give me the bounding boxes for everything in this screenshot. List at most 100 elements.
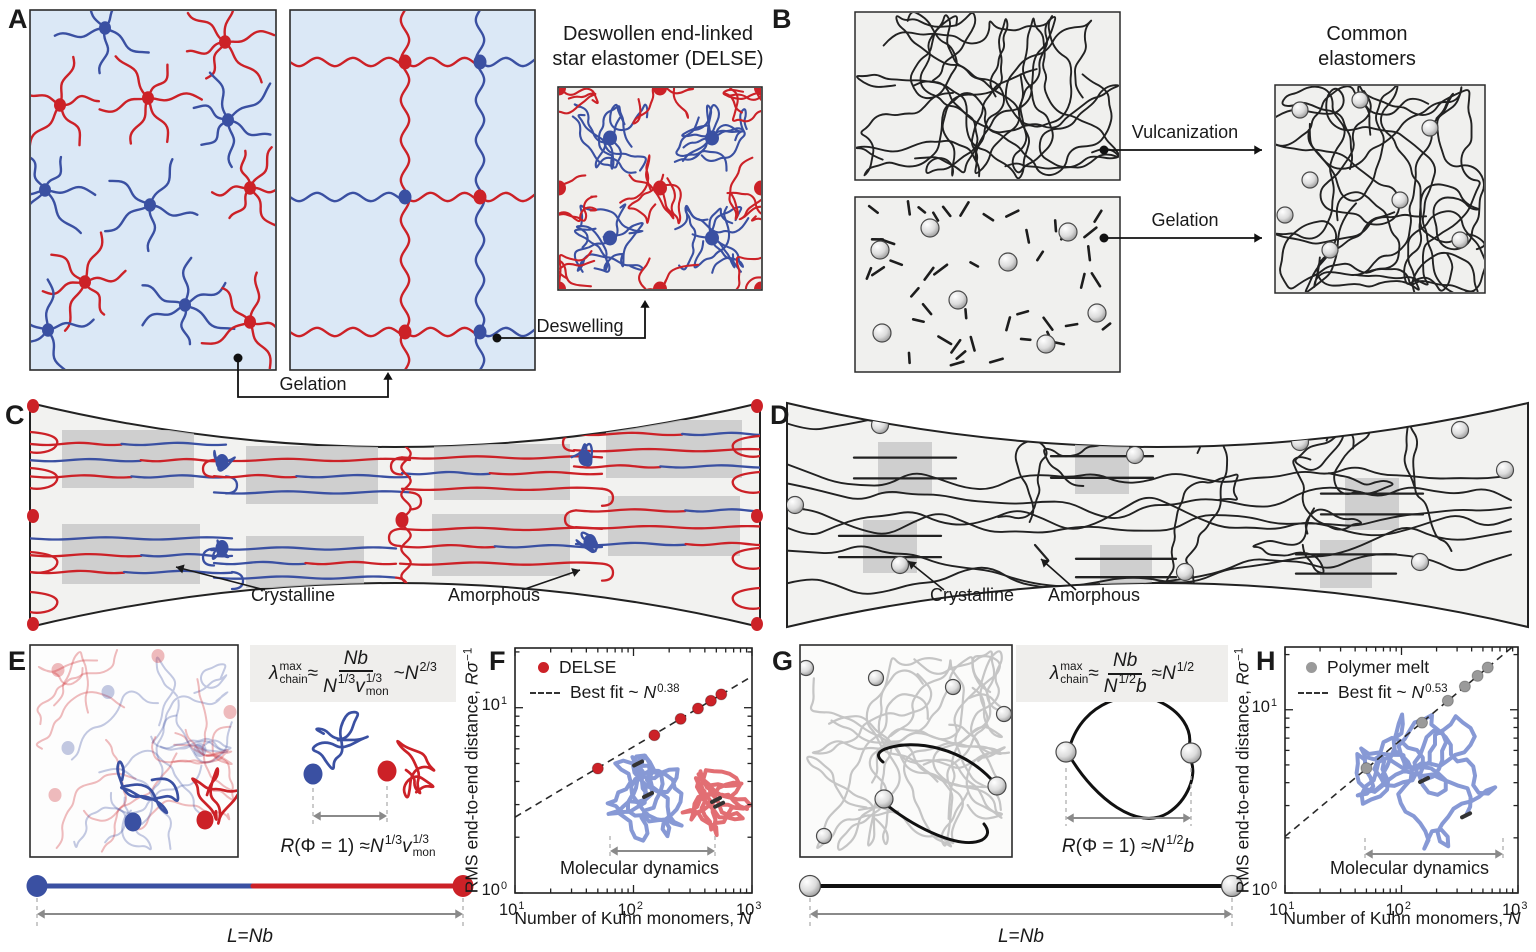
data-point bbox=[1481, 661, 1494, 674]
r-phi-formula-melt: R (Φ = 1) ≈ N 1/2 b bbox=[1061, 833, 1195, 857]
h-legend-series-label: Polymer melt bbox=[1327, 657, 1430, 677]
tick-label: 102 bbox=[617, 900, 643, 919]
panel-h-letter: H bbox=[1256, 646, 1276, 676]
end-linked-network bbox=[291, 11, 534, 369]
data-point bbox=[1458, 680, 1471, 693]
panel-g-illustration bbox=[798, 644, 1244, 928]
panel-f-letter: F bbox=[489, 646, 506, 676]
r-phi-formula-delse: R (Φ = 1) ≈ N 1/3 v 1/3 mon bbox=[280, 833, 436, 859]
h-legend-fit-row: Best fit ~ N0.53 bbox=[1298, 680, 1448, 705]
data-point bbox=[591, 762, 604, 775]
melt-chain-sketch bbox=[1055, 694, 1202, 826]
gelation-label-a: Gelation bbox=[279, 374, 347, 394]
f-legend-series-row: DELSE bbox=[530, 655, 680, 680]
panel-e-letter: E bbox=[8, 646, 27, 676]
panel-a-letter: A bbox=[8, 4, 28, 34]
chart-h-content bbox=[1285, 647, 1514, 861]
data-point bbox=[691, 702, 704, 715]
f-legend-fit-row: Best fit ~ N0.38 bbox=[530, 680, 680, 705]
melt-stretched-chain bbox=[798, 874, 1244, 928]
f-legend: DELSE Best fit ~ N0.38 bbox=[530, 655, 680, 706]
common-elastomer-network bbox=[1276, 86, 1484, 292]
delse-title-line2: star elastomer (DELSE) bbox=[552, 48, 764, 70]
tick-label: 101 bbox=[1251, 696, 1277, 716]
common-elastomers-title: Common elastomers bbox=[1277, 22, 1457, 72]
chart-f bbox=[514, 647, 753, 894]
common-elastomers-line2: elastomers bbox=[1318, 48, 1416, 70]
data-point bbox=[1360, 762, 1373, 775]
fraction: Nb N 1/2 b bbox=[1103, 649, 1147, 697]
h-yaxis-label: RMS end-to-end distance, Rσ−1 bbox=[1232, 647, 1253, 894]
best-fit-line-icon-h bbox=[1298, 692, 1328, 695]
amorphous-label-d: Amorphous bbox=[1047, 585, 1141, 605]
panel-d-pointer-arrows bbox=[907, 558, 1077, 591]
crystalline-label-c: Crystalline bbox=[250, 585, 336, 605]
data-point bbox=[1471, 669, 1484, 682]
chart-f-content bbox=[515, 675, 752, 858]
gelation-arrow-b bbox=[1099, 233, 1262, 243]
tick-label: 101 bbox=[1269, 900, 1295, 919]
data-point bbox=[704, 694, 717, 707]
vulcanization-arrow bbox=[1099, 145, 1262, 155]
best-fit-line-icon-f bbox=[530, 692, 560, 695]
delse-stretched-chain bbox=[26, 875, 474, 928]
gelation-arrow bbox=[233, 353, 393, 398]
amorphous-label-c: Amorphous bbox=[447, 585, 541, 605]
panel-b-illustration bbox=[854, 11, 1486, 373]
panel-c-specimen-content bbox=[30, 404, 760, 626]
h-legend-fit-label: Best fit ~ N0.53 bbox=[1338, 682, 1448, 703]
h-xaxis-label: Number of Kuhn monomers, N bbox=[1283, 908, 1521, 928]
delse-title: Deswollen end-linked star elastomer (DEL… bbox=[545, 22, 771, 72]
data-point bbox=[1441, 694, 1454, 707]
panel-g-letter: G bbox=[772, 646, 794, 676]
f-legend-series-label: DELSE bbox=[559, 657, 617, 677]
common-elastomers-line1: Common bbox=[1326, 23, 1408, 45]
tick-label: 103 bbox=[736, 900, 762, 919]
deswelling-arrow bbox=[492, 300, 650, 343]
f-yaxis-label: RMS end-to-end distance, Rσ−1 bbox=[461, 647, 482, 894]
melt-network-faded bbox=[801, 650, 1011, 851]
tick-label: 103 bbox=[1502, 900, 1528, 919]
tick-label: 101 bbox=[481, 694, 507, 714]
delse-marker-icon bbox=[538, 662, 549, 674]
data-point bbox=[648, 729, 661, 742]
fraction: Nb N 1/3 v 1/3 mon bbox=[323, 647, 389, 699]
gelation-label-b: Gelation bbox=[1151, 210, 1219, 230]
panel-e-illustration bbox=[26, 644, 474, 928]
panel-b-letter: B bbox=[772, 4, 792, 34]
star-polymer-solution bbox=[31, 11, 275, 369]
monomer-solution bbox=[865, 200, 1112, 367]
delse-chain-sketch bbox=[303, 710, 436, 824]
tick-label: 101 bbox=[499, 900, 525, 919]
delse-melt-faded bbox=[35, 649, 237, 853]
tick-label: 102 bbox=[1385, 900, 1411, 919]
data-point bbox=[674, 712, 687, 725]
tick-label: 100 bbox=[481, 880, 507, 899]
deswelling-label: Deswelling bbox=[536, 316, 624, 336]
panel-c-letter: C bbox=[5, 400, 25, 430]
crystalline-label-d: Crystalline bbox=[929, 585, 1015, 605]
data-point bbox=[1416, 716, 1429, 729]
lambda-max-formula-delse: λ max chain ≈ Nb N 1/3 v 1/3 mon ~ N 2/3 bbox=[250, 645, 456, 702]
h-molecular-dynamics-label: Molecular dynamics bbox=[1330, 858, 1490, 878]
data-point bbox=[715, 688, 728, 701]
panel-a-illustration bbox=[29, 9, 763, 398]
delse-melt bbox=[559, 88, 761, 289]
panel-d-letter: D bbox=[770, 400, 790, 430]
contour-length-label-delse: L = Nb bbox=[227, 926, 273, 947]
lambda-max-formula-melt: λ max chain ≈ Nb N 1/2 b ≈ N 1/2 bbox=[1016, 645, 1228, 702]
tick-label: 100 bbox=[1251, 880, 1277, 899]
chart-h bbox=[1284, 646, 1519, 894]
vulcanization-label: Vulcanization bbox=[1131, 122, 1239, 142]
f-legend-fit-label: Best fit ~ N0.38 bbox=[570, 682, 680, 703]
f-molecular-dynamics-label: Molecular dynamics bbox=[560, 858, 720, 878]
h-legend-series-row: Polymer melt bbox=[1298, 655, 1448, 680]
h-legend: Polymer melt Best fit ~ N0.53 bbox=[1298, 655, 1448, 706]
contour-length-label-melt: L = Nb bbox=[998, 926, 1044, 947]
panel-c-pointer-arrows bbox=[175, 564, 581, 591]
delse-title-line1: Deswollen end-linked bbox=[562, 23, 754, 45]
entangled-melt bbox=[856, 13, 1119, 179]
panel-d-specimen bbox=[786, 401, 1529, 629]
